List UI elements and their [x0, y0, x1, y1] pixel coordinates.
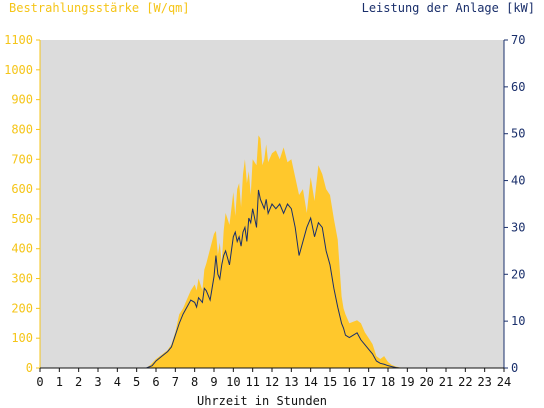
left-tick-label: 500 [11, 212, 33, 226]
right-tick-label: 30 [511, 220, 525, 234]
x-tick-label: 10 [226, 375, 240, 389]
x-tick-label: 13 [284, 375, 298, 389]
right-tick-label: 0 [511, 361, 518, 375]
x-tick-label: 24 [497, 375, 511, 389]
left-axis-title: Bestrahlungsstärke [W/qm] [9, 1, 190, 15]
x-tick-label: 18 [381, 375, 395, 389]
x-tick-label: 19 [400, 375, 414, 389]
x-tick-label: 3 [94, 375, 101, 389]
x-tick-label: 22 [458, 375, 472, 389]
left-tick-label: 100 [11, 331, 33, 345]
x-tick-label: 17 [361, 375, 375, 389]
right-axis-ticks: 0 10 20 30 40 50 60 70 [504, 33, 525, 375]
left-tick-label: 200 [11, 301, 33, 315]
right-tick-label: 40 [511, 174, 525, 188]
left-axis-ticks: 0 100 200 300 400 500 600 700 800 900 1000 1100 [4, 33, 40, 375]
left-tick-label: 1100 [4, 33, 33, 47]
x-tick-label: 7 [172, 375, 179, 389]
x-tick-label: 4 [114, 375, 121, 389]
irradiance-area [40, 135, 504, 368]
x-axis-ticks: 0 1 2 3 4 5 6 7 8 9 10 11 12 13 14 15 16 17 18 19 20 21 22 23 24 [36, 368, 511, 389]
x-tick-label: 21 [439, 375, 453, 389]
right-tick-label: 50 [511, 127, 525, 141]
left-tick-label: 800 [11, 122, 33, 136]
x-tick-label: 6 [152, 375, 159, 389]
x-tick-label: 12 [265, 375, 279, 389]
right-axis-title: Leistung der Anlage [kW] [362, 1, 535, 15]
right-tick-label: 70 [511, 33, 525, 47]
left-tick-label: 700 [11, 152, 33, 166]
power-line [40, 189, 504, 369]
left-tick-label: 400 [11, 242, 33, 256]
left-tick-label: 600 [11, 182, 33, 196]
series-layer [40, 135, 504, 369]
x-tick-label: 16 [342, 375, 356, 389]
x-tick-label: 5 [133, 375, 140, 389]
x-tick-label: 15 [323, 375, 337, 389]
x-tick-label: 11 [245, 375, 259, 389]
x-tick-label: 2 [75, 375, 82, 389]
x-tick-label: 23 [477, 375, 491, 389]
x-tick-label: 8 [191, 375, 198, 389]
x-tick-label: 14 [303, 375, 317, 389]
x-tick-label: 0 [36, 375, 43, 389]
right-tick-label: 20 [511, 267, 525, 281]
x-tick-label: 20 [419, 375, 433, 389]
right-tick-label: 10 [511, 314, 525, 328]
x-tick-label: 1 [56, 375, 63, 389]
x-tick-label: 9 [210, 375, 217, 389]
left-tick-label: 900 [11, 93, 33, 107]
left-tick-label: 1000 [4, 63, 33, 77]
x-axis-title: Uhrzeit in Stunden [197, 394, 327, 408]
right-tick-label: 60 [511, 80, 525, 94]
left-tick-label: 0 [26, 361, 33, 375]
left-tick-label: 300 [11, 272, 33, 286]
